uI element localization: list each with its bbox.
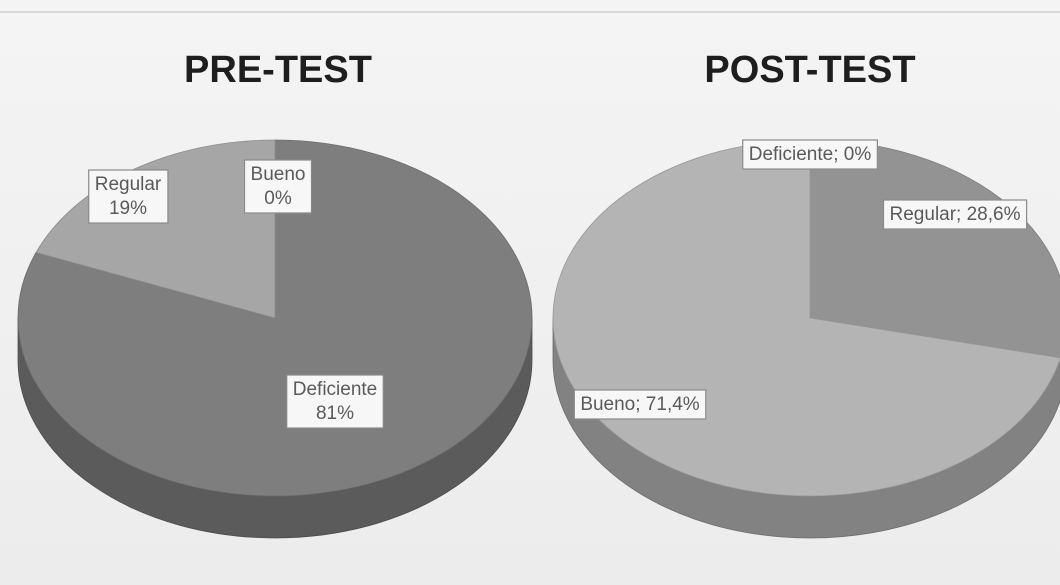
- data-label-value: 81%: [316, 403, 354, 424]
- data-label: Regular; 28,6%: [890, 204, 1021, 225]
- chart-title: PRE-TEST: [184, 49, 372, 91]
- data-label: Bueno 0%: [251, 164, 306, 209]
- data-label-box: [573, 389, 707, 420]
- data-label-box: [88, 169, 169, 224]
- data-label-category: Bueno: [251, 164, 306, 185]
- data-label: Bueno; 71,4%: [580, 394, 699, 415]
- data-label-value: 0%: [264, 188, 292, 209]
- data-label-category: Deficiente: [293, 379, 378, 400]
- data-label-value: 19%: [109, 198, 147, 219]
- data-label-category: Regular: [95, 174, 162, 195]
- data-label: Deficiente 81%: [293, 379, 378, 424]
- data-label-box: [286, 374, 384, 429]
- chart-title: POST-TEST: [704, 49, 915, 91]
- data-label: Regular 19%: [95, 174, 162, 219]
- data-label-box: [742, 139, 878, 170]
- data-label-box: [243, 159, 313, 214]
- data-label-box: [882, 199, 1028, 230]
- data-label: Deficiente; 0%: [749, 144, 872, 165]
